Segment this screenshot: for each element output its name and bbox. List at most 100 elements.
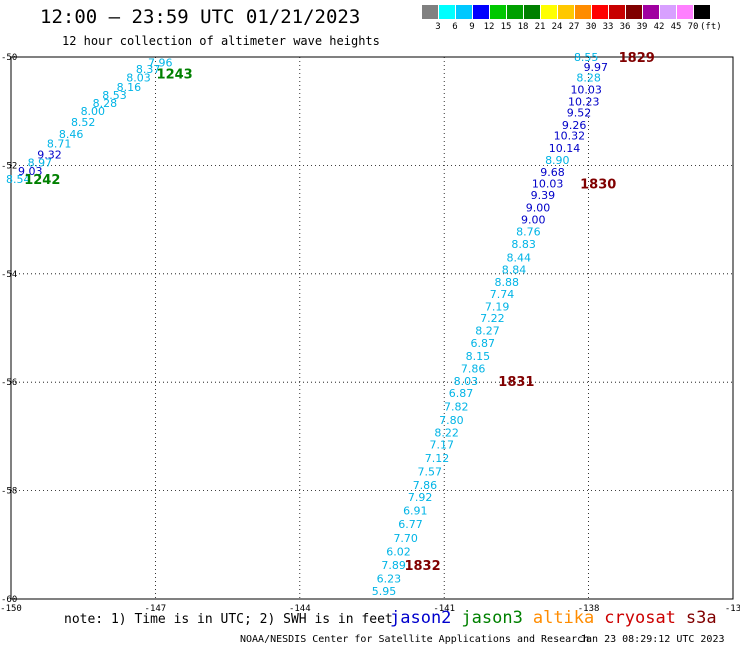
scale-swatch bbox=[677, 5, 693, 19]
y-tick-label: -58 bbox=[1, 487, 17, 497]
wave-height-value: 6.02 bbox=[386, 545, 411, 558]
time-label: 1830 bbox=[580, 177, 616, 192]
wave-height-value: 8.71 bbox=[47, 138, 72, 151]
scale-label: 3 bbox=[435, 22, 441, 32]
time-label: 1832 bbox=[404, 559, 440, 574]
x-tick-label: -150 bbox=[0, 604, 22, 612]
wave-height-value: 6.87 bbox=[449, 387, 474, 400]
footer-timestamp: Jan 23 08:29:12 UTC 2023 bbox=[580, 634, 725, 645]
wave-height-value: 8.90 bbox=[545, 154, 570, 167]
scale-swatch bbox=[592, 5, 608, 19]
wave-height-value: 8.28 bbox=[93, 97, 118, 110]
wave-height-value: 8.28 bbox=[576, 72, 601, 85]
wave-height-value: 10.03 bbox=[570, 84, 602, 97]
scale-label: 21 bbox=[534, 22, 546, 32]
satellite-legend: jason2 jason3 altika cryosat s3a bbox=[390, 608, 727, 628]
scale-label: 70 bbox=[687, 22, 699, 32]
time-label: 1829 bbox=[619, 51, 655, 66]
x-tick-label: -144 bbox=[289, 604, 311, 612]
scale-label: 12 bbox=[483, 22, 495, 32]
wave-height-value: 7.82 bbox=[444, 401, 469, 414]
wave-height-value: 6.91 bbox=[403, 505, 428, 518]
wave-height-value: 8.37 bbox=[136, 63, 161, 76]
satellite-jason3: jason3 bbox=[461, 608, 523, 628]
wave-height-value: 8.00 bbox=[81, 105, 106, 118]
wave-height-value: 8.52 bbox=[71, 116, 96, 129]
wave-height-value: 10.23 bbox=[568, 95, 600, 108]
wave-height-value: 6.77 bbox=[398, 518, 423, 531]
wave-height-value: 7.22 bbox=[480, 312, 505, 325]
wave-height-value: 7.19 bbox=[485, 300, 510, 313]
wave-height-value: 9.39 bbox=[531, 189, 556, 202]
scale-swatch bbox=[490, 5, 506, 19]
scale-unit: (ft) bbox=[700, 22, 722, 32]
scale-swatch bbox=[541, 5, 557, 19]
wave-height-value: 10.03 bbox=[532, 177, 564, 190]
y-tick-label: -60 bbox=[1, 595, 17, 605]
wave-height-value: 5.95 bbox=[372, 585, 397, 598]
scale-swatch bbox=[694, 5, 710, 19]
wave-height-value: 8.97 bbox=[28, 157, 53, 170]
wave-height-value: 7.96 bbox=[148, 56, 173, 69]
wave-height-value: 8.54 bbox=[6, 173, 31, 186]
wave-height-value: 7.74 bbox=[490, 288, 515, 301]
wave-height-value: 8.44 bbox=[507, 252, 532, 265]
scale-label: 36 bbox=[619, 22, 631, 32]
wave-height-value: 7.12 bbox=[425, 452, 450, 465]
wave-height-value: 9.32 bbox=[37, 149, 62, 162]
wave-height-value: 8.27 bbox=[475, 325, 500, 338]
scale-swatch bbox=[524, 5, 540, 19]
x-tick-label: -138 bbox=[578, 604, 600, 612]
scale-swatch bbox=[507, 5, 523, 19]
scale-label: 24 bbox=[551, 22, 563, 32]
wave-height-value: 7.89 bbox=[381, 559, 406, 572]
footer-organization: NOAA/NESDIS Center for Satellite Applica… bbox=[240, 634, 590, 645]
wave-height-value: 9.52 bbox=[567, 106, 592, 119]
time-label: 1242 bbox=[24, 173, 60, 188]
wave-height-value: 8.16 bbox=[117, 81, 142, 94]
satellite-altika: altika bbox=[532, 608, 595, 628]
wave-height-value: 10.14 bbox=[549, 142, 581, 155]
scale-label: 45 bbox=[670, 22, 682, 32]
wave-height-value: 8.22 bbox=[434, 427, 459, 440]
time-label: 1831 bbox=[498, 375, 534, 390]
scale-label: 33 bbox=[602, 22, 614, 32]
scale-swatch bbox=[643, 5, 659, 19]
y-tick-label: -52 bbox=[1, 161, 17, 171]
wave-height-plot: -150 -147 -144 -141 -138 -13 -50 -52 -54 -56 -58 -6… bbox=[0, 51, 740, 612]
x-tick-label: -13 bbox=[725, 604, 740, 612]
scale-label: 27 bbox=[568, 22, 580, 32]
scale-swatch bbox=[558, 5, 574, 19]
scale-swatch bbox=[456, 5, 472, 19]
scale-swatch bbox=[575, 5, 591, 19]
scale-label: 30 bbox=[585, 22, 597, 32]
scale-label: 6 bbox=[452, 22, 458, 32]
footnote: note: 1) Time is in UTC; 2) SWH is in fe… bbox=[64, 612, 393, 627]
wave-height-value: 6.23 bbox=[377, 572, 402, 585]
wave-height-value: 8.03 bbox=[126, 72, 151, 85]
satellite-jason2: jason2 bbox=[390, 608, 452, 628]
chart-title: 12:00 – 23:59 UTC 01/21/2023 bbox=[40, 6, 361, 28]
wave-height-value: 8.88 bbox=[495, 276, 520, 289]
wave-height-value: 7.57 bbox=[418, 466, 443, 479]
scale-label: 39 bbox=[636, 22, 648, 32]
wave-height-value: 8.53 bbox=[102, 89, 127, 102]
wave-height-value: 8.55 bbox=[574, 51, 599, 64]
wave-height-value: 10.32 bbox=[554, 130, 586, 143]
scale-swatch bbox=[422, 5, 438, 19]
scale-label: 9 bbox=[469, 22, 475, 32]
scale-label: 15 bbox=[500, 22, 512, 32]
chart-subtitle: 12 hour collection of altimeter wave hei… bbox=[62, 34, 380, 48]
time-label: 1243 bbox=[157, 67, 193, 82]
scale-swatch bbox=[626, 5, 642, 19]
wave-height-value: 7.86 bbox=[461, 363, 486, 376]
scale-swatch bbox=[660, 5, 676, 19]
wave-height-value: 6.87 bbox=[470, 337, 495, 350]
scale-swatch bbox=[609, 5, 625, 19]
wave-height-value: 8.76 bbox=[516, 226, 541, 239]
scale-label: 42 bbox=[653, 22, 665, 32]
wave-height-value: 8.46 bbox=[59, 128, 84, 141]
x-tick-label: -141 bbox=[433, 604, 455, 612]
satellite-s3a: s3a bbox=[685, 608, 717, 628]
wave-height-value: 9.00 bbox=[526, 202, 551, 215]
